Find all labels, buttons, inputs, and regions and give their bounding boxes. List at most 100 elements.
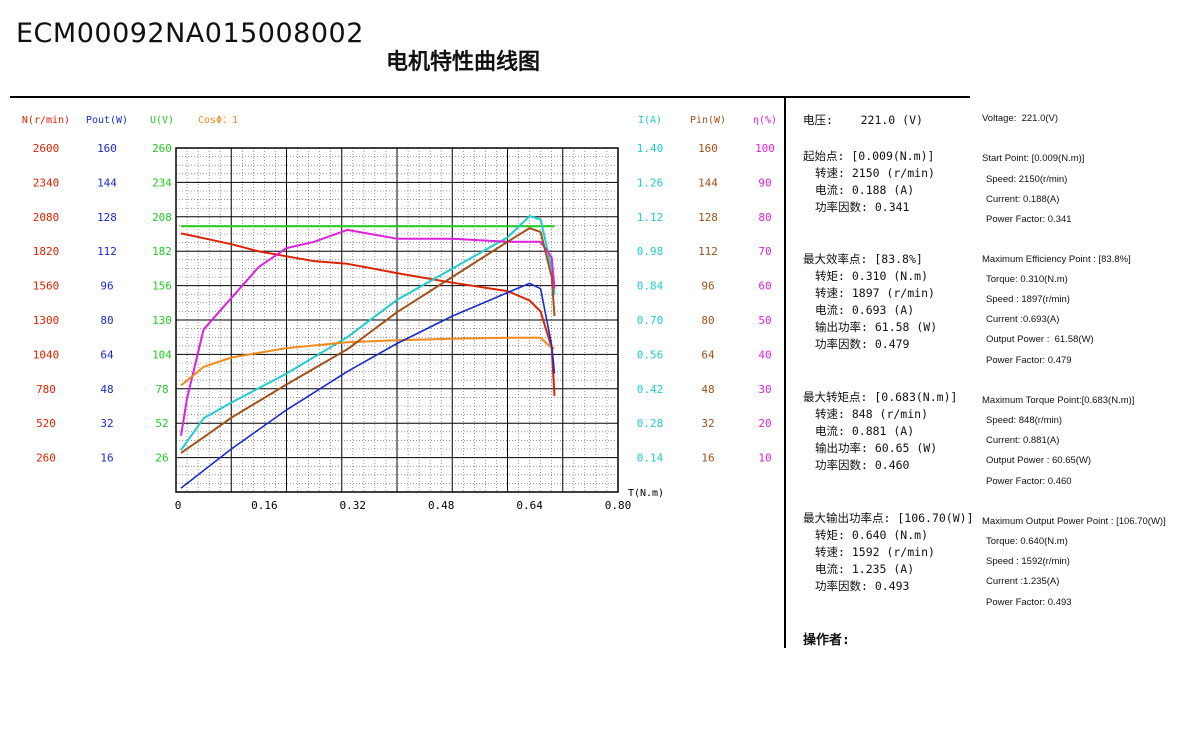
x-axis-label: T(N.m) [628,488,664,499]
axis-label-current: I(A) [638,115,662,126]
series-line-speed [180,232,556,396]
max-eff-title-en: Maximum Efficiency Point : [83.8%] [982,254,1131,265]
series-line-cosphi [180,336,555,387]
tick-label-speed: 1820 [33,245,60,258]
max-eff-pout: 输出功率: 61.58 (W) [815,320,938,334]
x-tick-label: 0.32 [340,499,367,512]
tick-label-current: 0.42 [637,383,664,396]
start-point-speed: 转速: 2150 (r/min) [815,166,935,180]
series-line-pin [180,227,556,454]
tick-label-speed: 1300 [33,314,60,327]
tick-label-pin: 128 [698,211,718,224]
tick-label-current: 0.56 [637,348,664,361]
tick-label-voltage: 156 [152,280,172,293]
plot-frame [175,147,619,493]
tick-label-current: 0.84 [637,280,664,293]
tick-label-speed: 780 [36,383,56,396]
tick-label-eff: 40 [758,348,771,361]
tick-label-voltage: 260 [152,142,172,155]
tick-label-eff: 90 [758,176,771,189]
tick-label-current: 1.26 [637,176,664,189]
tick-label-speed: 520 [36,417,56,430]
tick-label-speed: 2340 [33,176,60,189]
series-line-eff [180,228,556,436]
tick-label-eff: 70 [758,245,771,258]
max-eff-speed-en: Speed : 1897(r/min) [986,294,1070,305]
voltage-value: 电压: 221.0 (V) [803,113,923,127]
tick-label-voltage: 130 [152,314,172,327]
tick-label-pout: 32 [100,417,113,430]
max-eff-pf: 功率因数: 0.479 [815,337,910,351]
start-point-current-en: Current: 0.188(A) [986,194,1060,205]
max-torque-title: 最大转矩点: [0.683(N.m)] [803,390,958,404]
max-pout-pf: 功率因数: 0.493 [815,579,910,593]
x-tick-label: 0 [175,499,182,512]
tick-label-current: 0.14 [637,452,664,465]
max-pout-pf-en: Power Factor: 0.493 [986,597,1072,608]
start-point-pf: 功率因数: 0.341 [815,200,910,214]
x-tick-label: 0.64 [516,499,543,512]
max-torque-title-en: Maximum Torque Point:[0.683(N.m)] [982,395,1135,406]
tick-label-pin: 64 [701,348,715,361]
page-title: 电机特性曲线图 [386,50,541,75]
axis-label-cosphi: CosΦ：1 [198,115,238,126]
axis-label-speed: N(r/min) [22,115,70,126]
max-pout-torque-en: Torque: 0.640(N.m) [986,536,1068,547]
tick-label-eff: 10 [758,452,771,465]
axis-label-pin: Pin(W) [690,115,726,126]
start-point-title-en: Start Point: [0.009(N.m)] [982,153,1085,164]
max-torque-speed-en: Speed: 848(r/min) [986,415,1063,426]
max-torque-current-en: Current: 0.881(A) [986,435,1060,446]
tick-label-eff: 20 [758,417,771,430]
tick-label-pin: 80 [701,314,714,327]
axis-label-pout: Pout(W) [86,115,128,126]
tick-label-pout: 128 [97,211,117,224]
max-eff-current: 电流: 0.693 (A) [815,303,915,317]
tick-label-speed: 260 [36,452,56,465]
tick-label-eff: 50 [758,314,771,327]
series-line-current [180,215,556,451]
max-torque-current: 电流: 0.881 (A) [815,424,915,438]
x-tick-label: 0.16 [251,499,278,512]
tick-label-eff: 80 [758,211,771,224]
tick-label-eff: 30 [758,383,771,396]
model-number: ECM00092NA015008002 [16,18,364,49]
max-eff-current-en: Current :0.693(A) [986,314,1060,325]
max-eff-pf-en: Power Factor: 0.479 [986,355,1072,366]
tick-label-voltage: 234 [152,176,172,189]
tick-label-eff: 60 [758,280,771,293]
tick-label-pin: 16 [701,452,714,465]
series-line-pout [180,282,556,489]
tick-label-pin: 48 [701,383,714,396]
voltage-value-en: Voltage: 221.0(V) [982,113,1059,124]
tick-label-pin: 144 [698,176,718,189]
tick-label-pin: 160 [698,142,718,155]
tick-label-pout: 96 [100,280,113,293]
max-torque-pf-en: Power Factor: 0.460 [986,476,1072,487]
tick-label-current: 1.40 [637,142,664,155]
tick-label-voltage: 182 [152,245,172,258]
max-torque-pout-en: Output Power : 60.65(W) [986,455,1092,466]
tick-label-speed: 2080 [33,211,60,224]
axis-label-eff: η(%) [753,115,777,126]
tick-label-pout: 48 [100,383,113,396]
characteristic-chart: N(r/min)26002340208018201560130010407805… [22,115,777,512]
tick-label-pin: 32 [701,417,714,430]
x-tick-label: 0.80 [605,499,632,512]
start-point-title: 起始点: [0.009(N.m)] [803,149,935,163]
tick-label-current: 0.28 [637,417,664,430]
tick-label-pout: 144 [97,176,117,189]
tick-label-current: 0.70 [637,314,664,327]
tick-label-voltage: 26 [155,452,168,465]
tick-label-pout: 112 [97,245,117,258]
top-divider [10,96,970,98]
tick-label-current: 1.12 [637,211,664,224]
max-torque-pout: 输出功率: 60.65 (W) [815,441,938,455]
axis-label-voltage: U(V) [150,115,174,126]
max-pout-title: 最大输出功率点: [106.70(W)] [803,511,974,525]
max-eff-torque: 转矩: 0.310 (N.m) [815,269,929,283]
max-torque-speed: 转速: 848 (r/min) [815,407,929,421]
start-point-pf-en: Power Factor: 0.341 [986,214,1072,225]
max-pout-speed: 转速: 1592 (r/min) [815,545,935,559]
tick-label-pin: 112 [698,245,718,258]
